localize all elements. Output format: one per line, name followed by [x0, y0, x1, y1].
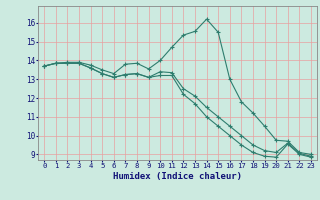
X-axis label: Humidex (Indice chaleur): Humidex (Indice chaleur)	[113, 172, 242, 181]
